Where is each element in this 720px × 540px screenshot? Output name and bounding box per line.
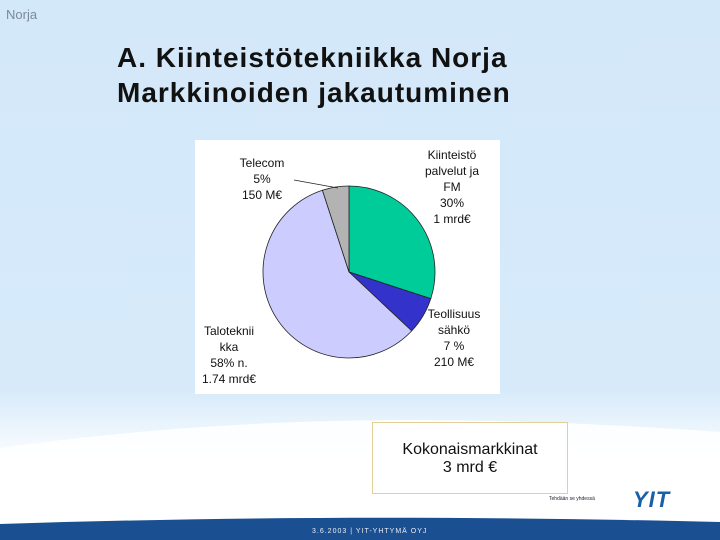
slice-label-kiinteisto: Kiinteistö palvelut ja FM 30% 1 mrd€ [412, 147, 492, 227]
page-title: A. Kiinteistötekniikka Norja Markkinoide… [117, 40, 511, 110]
slogan: Tehdään se yhdessä [549, 496, 595, 502]
slice-label-talotekniikka: Taloteknii kka 58% n. 1.74 mrd€ [191, 323, 267, 387]
slice-label-telecom: Telecom 5% 150 M€ [225, 155, 299, 203]
pie-slice-telecom [321, 185, 350, 273]
label-line: 7 % [443, 339, 465, 353]
label-line: kka [219, 340, 239, 354]
total-market-box: Kokonaismarkkinat 3 mrd € [372, 422, 568, 494]
pie-slice-talotekniikka [262, 189, 413, 359]
pie-slices [262, 185, 436, 359]
label-line: palvelut ja [424, 164, 480, 178]
label-line: Teollisuus [427, 307, 481, 321]
slice-label-teollisuus: Teollisuus sähkö 7 % 210 M€ [414, 306, 494, 370]
label-line: Taloteknii [203, 324, 255, 338]
leader-line-telecom [293, 179, 339, 189]
label-line: 58% n. [210, 356, 248, 370]
yit-logo: YIT [633, 487, 671, 512]
title-line-1: A. Kiinteistötekniikka Norja [117, 42, 508, 73]
label-line: Telecom [239, 156, 285, 170]
footer-date-company: 3.6.2003 | YIT-YHTYMÄ OYJ [312, 528, 428, 535]
pie-slice-kiinteist-palvelut-ja-fm [348, 185, 436, 300]
title-line-2: Markkinoiden jakautuminen [117, 77, 511, 108]
label-line: 210 M€ [433, 355, 475, 369]
footer-band [0, 517, 720, 540]
label-line: 150 M€ [241, 188, 283, 202]
total-line-2: 3 mrd € [442, 459, 498, 476]
label-line: 30% [439, 196, 465, 210]
corner-label: Norja [6, 7, 38, 22]
label-line: 1.74 mrd€ [201, 372, 257, 386]
label-line: 1 mrd€ [433, 212, 471, 226]
label-line: Kiinteistö [427, 148, 477, 162]
total-line-1: Kokonaismarkkinat [402, 441, 538, 458]
label-line: sähkö [437, 323, 471, 337]
label-line: FM [443, 180, 461, 194]
label-line: 5% [253, 172, 271, 186]
